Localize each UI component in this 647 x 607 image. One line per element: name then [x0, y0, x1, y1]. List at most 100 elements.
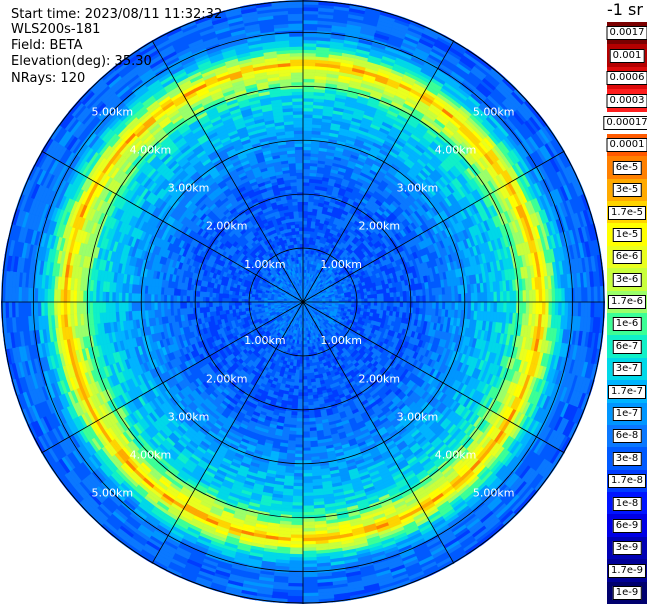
- ppi-gate: [302, 127, 313, 131]
- ppi-gate: [302, 363, 307, 367]
- ppi-gate: [290, 375, 296, 380]
- ppi-gate: [516, 290, 520, 303]
- ppi-gate: [525, 301, 530, 315]
- ppi-gate: [296, 414, 304, 419]
- ppi-gate: [289, 420, 297, 426]
- ppi-gate: [302, 94, 315, 99]
- ppi-gate: [293, 479, 304, 484]
- ppi-gate: [292, 492, 304, 497]
- ppi-gate: [302, 182, 310, 186]
- ppi-gate: [306, 362, 310, 367]
- ppi-gate: [302, 97, 314, 102]
- ppi-gate: [304, 279, 307, 284]
- ppi-gate: [558, 288, 563, 303]
- ppi-gate: [315, 173, 324, 178]
- ppi-gate: [298, 382, 304, 387]
- ppi-gate: [512, 290, 517, 303]
- ppi-gate: [291, 518, 304, 523]
- ppi-gate: [302, 81, 315, 86]
- ppi-gate: [302, 237, 307, 241]
- ppi-gate: [295, 437, 304, 442]
- ppi-gate: [309, 166, 318, 171]
- ppi-gate: [302, 469, 313, 474]
- ppi-gate: [360, 292, 365, 297]
- ppi-gate: [486, 291, 491, 303]
- ppi-gate: [290, 534, 304, 539]
- ppi-gate: [538, 301, 543, 315]
- ppi-gate: [291, 511, 304, 516]
- ppi-gate: [302, 33, 318, 38]
- ppi-gate: [370, 301, 375, 306]
- ppi-gate: [302, 246, 307, 251]
- ppi-gate: [480, 292, 485, 303]
- ppi-gate: [302, 450, 312, 455]
- ppi-gate: [386, 297, 391, 303]
- ppi-gate: [302, 547, 317, 552]
- ppi-gate: [302, 424, 310, 429]
- ppi-gate: [432, 301, 436, 310]
- ppi-gate: [307, 385, 313, 390]
- ppi-gate: [499, 301, 504, 313]
- ppi-gate: [302, 479, 313, 484]
- ppi-gate: [302, 401, 309, 406]
- ppi-gate: [357, 301, 362, 306]
- ppi-gate: [564, 301, 569, 317]
- ppi-gate: [316, 163, 325, 168]
- ppi-gate: [307, 204, 314, 209]
- ppi-gate: [302, 537, 316, 542]
- ppi-gate: [483, 292, 488, 303]
- ppi-gate: [428, 301, 433, 309]
- ppi-gate: [444, 301, 449, 310]
- ppi-gate: [340, 307, 345, 311]
- ppi-gate: [289, 550, 304, 555]
- ppi-gate: [288, 579, 304, 584]
- ppi-gate: [302, 518, 315, 523]
- ppi-gate: [302, 382, 308, 387]
- ppi-gate: [512, 301, 517, 314]
- ppi-gate: [302, 544, 317, 549]
- ppi-gate: [307, 395, 314, 400]
- ppi-gate: [309, 178, 317, 184]
- ppi-gate: [302, 59, 316, 64]
- ppi-gate: [295, 369, 300, 374]
- ppi-gate: [320, 186, 328, 192]
- ppi-gate: [302, 498, 314, 503]
- ppi-gate: [302, 573, 318, 578]
- ppi-gate: [441, 309, 446, 318]
- ppi-gate: [310, 250, 315, 255]
- ppi-gate: [370, 294, 375, 299]
- ppi-gate: [302, 201, 309, 206]
- ppi-gate: [287, 586, 304, 591]
- ppi-gate: [302, 350, 306, 354]
- ppi-gate: [312, 394, 319, 399]
- ppi-gate: [451, 293, 456, 303]
- ppi-gate: [290, 524, 304, 529]
- ppi-gate: [307, 217, 313, 222]
- ppi-gate: [298, 337, 302, 341]
- ppi-gate: [396, 291, 401, 298]
- ppi-gate: [302, 10, 319, 15]
- ppi-gate: [302, 110, 314, 115]
- ppi-gate: [424, 282, 429, 290]
- ppi-gate: [302, 220, 308, 225]
- ppi-gate: [341, 178, 350, 185]
- ppi-gate: [477, 292, 482, 303]
- ppi-gate: [294, 450, 304, 455]
- ppi-gate: [289, 544, 304, 549]
- ppi-gate: [467, 301, 472, 312]
- ppi-gate: [509, 290, 514, 303]
- ppi-gate: [574, 301, 579, 317]
- ppi-gate: [412, 295, 417, 303]
- ppi-gate: [558, 301, 563, 316]
- ppi-gate: [302, 563, 318, 568]
- ppi-gate: [305, 250, 309, 254]
- ppi-gate: [295, 372, 300, 377]
- ppi-gate: [551, 288, 556, 303]
- ppi-gate: [302, 440, 311, 445]
- ppi-gate: [302, 7, 319, 12]
- ppi-gate: [389, 292, 394, 298]
- ppi-gate: [298, 324, 301, 328]
- ppi-gate: [290, 355, 295, 360]
- ppi-gate: [392, 306, 397, 313]
- ppi-gate: [292, 485, 304, 490]
